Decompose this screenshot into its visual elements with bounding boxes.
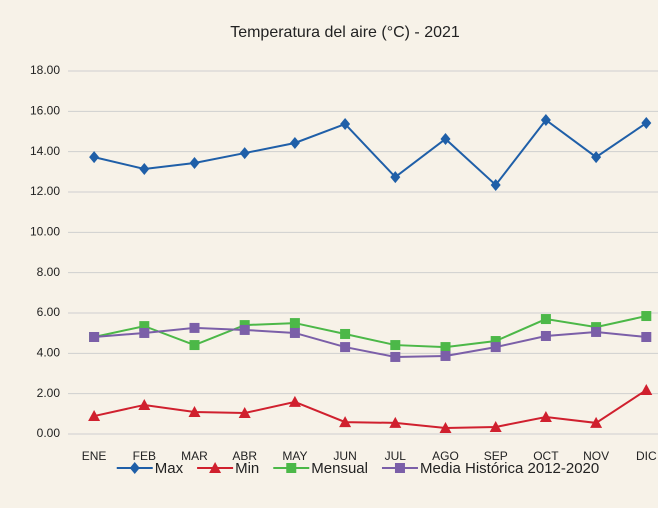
x-tick-label: MAR — [181, 449, 208, 463]
x-tick-label: JUN — [333, 449, 356, 463]
x-tick-label: DIC — [636, 449, 657, 463]
marker — [89, 151, 100, 164]
y-tick-label: 10.00 — [30, 225, 60, 239]
marker — [89, 331, 100, 342]
legend-label: Max — [155, 460, 184, 477]
x-tick-label: ENE — [82, 449, 107, 463]
marker — [590, 416, 603, 428]
marker — [239, 147, 250, 160]
y-tick-label: 18.00 — [30, 63, 60, 77]
y-tick-label: 14.00 — [30, 144, 60, 158]
x-tick-label: SEP — [484, 449, 508, 463]
marker — [129, 462, 140, 474]
marker — [394, 463, 405, 473]
y-tick-label: 16.00 — [30, 104, 60, 118]
x-tick-label: ABR — [232, 449, 257, 463]
marker — [138, 398, 151, 410]
y-tick-label: 2.00 — [37, 386, 61, 400]
marker — [88, 410, 101, 422]
marker — [139, 327, 150, 338]
series-line — [93, 315, 647, 349]
marker — [238, 407, 251, 419]
marker — [440, 132, 451, 145]
marker — [539, 411, 552, 423]
marker — [139, 321, 150, 332]
marker — [289, 327, 300, 338]
marker — [390, 171, 401, 184]
marker — [640, 384, 653, 396]
marker — [389, 416, 402, 428]
legend-label: Min — [235, 460, 259, 477]
marker — [340, 328, 351, 339]
marker — [139, 163, 150, 176]
marker — [489, 420, 502, 432]
marker — [209, 462, 222, 473]
y-tick-label: 4.00 — [37, 346, 61, 360]
y-tick-label: 8.00 — [37, 265, 61, 279]
x-tick-label: FEB — [133, 449, 156, 463]
legend: Max Min Mensual Media Histórica 2012-2020 — [116, 460, 599, 477]
chart-title: Temperatura del aire (°C) - 2021 — [230, 24, 460, 41]
marker — [189, 156, 200, 169]
marker — [189, 322, 200, 333]
marker — [439, 421, 452, 433]
marker — [239, 324, 250, 335]
marker — [490, 336, 501, 347]
marker — [641, 311, 652, 322]
marker — [591, 326, 602, 337]
marker — [440, 342, 451, 353]
marker — [490, 178, 501, 191]
marker — [641, 331, 652, 342]
x-tick-label: JUL — [385, 449, 407, 463]
marker — [289, 318, 300, 329]
x-tick-label: OCT — [533, 449, 559, 463]
x-tick-label: NOV — [583, 449, 609, 463]
series-line — [94, 326, 647, 358]
marker — [189, 340, 200, 351]
legend-label: Media Histórica 2012-2020 — [420, 460, 599, 477]
legend-label: Mensual — [311, 460, 368, 477]
series-line — [93, 389, 647, 429]
y-tick-label: 6.00 — [37, 305, 61, 319]
marker — [390, 340, 401, 351]
marker — [540, 114, 551, 127]
marker — [288, 395, 301, 407]
series-line — [93, 118, 647, 187]
marker — [188, 406, 201, 418]
marker — [641, 117, 652, 130]
marker — [286, 463, 297, 473]
marker — [340, 342, 351, 353]
marker — [289, 136, 300, 149]
y-tick-label: 0.00 — [37, 426, 61, 440]
marker — [440, 350, 451, 361]
marker — [540, 314, 551, 325]
y-tick-label: 12.00 — [30, 184, 60, 198]
marker — [339, 416, 352, 428]
x-tick-label: AGO — [432, 449, 459, 463]
marker — [390, 351, 401, 362]
marker — [490, 342, 501, 353]
marker — [591, 151, 602, 164]
marker — [340, 118, 351, 131]
marker — [540, 330, 551, 341]
x-tick-label: MAY — [282, 449, 307, 463]
